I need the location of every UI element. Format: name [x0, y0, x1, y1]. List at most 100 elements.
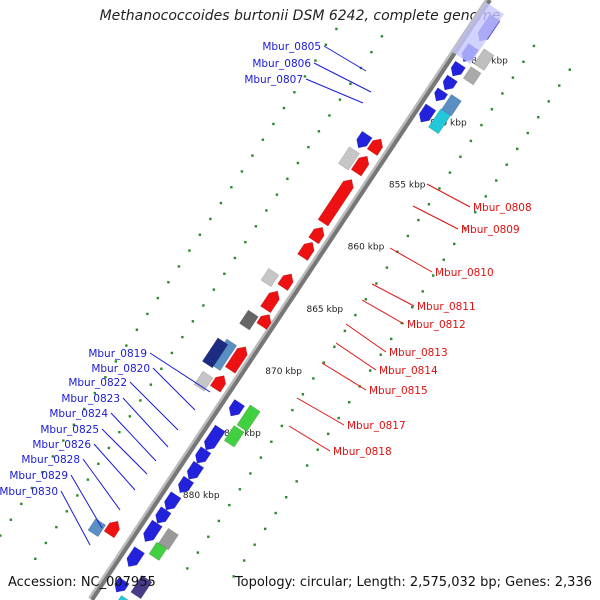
gene-shape — [155, 506, 172, 524]
gene-shape — [350, 155, 370, 177]
tick-dot-ring-3 — [338, 98, 342, 101]
left-gene-label: Mbur_0822 — [68, 377, 127, 389]
right-gene-leader-line — [335, 342, 377, 371]
gene-shape — [256, 314, 272, 330]
tick-dot-ring-3 — [349, 82, 352, 86]
tick-dot-ring-3 — [44, 541, 48, 545]
gene-block-38 — [148, 541, 168, 561]
left-gene-label: Mbur_0823 — [61, 393, 120, 405]
kbp-tick-label: 880 kbp — [183, 491, 220, 501]
tick-dot-ring-3 — [107, 446, 111, 450]
gene-block-8 — [434, 87, 449, 102]
tick-dot-ring-2 — [196, 551, 200, 554]
gene-block-27 — [193, 370, 214, 392]
gene-shape — [441, 93, 462, 117]
gene-block-5 — [450, 60, 466, 77]
tick-dot-ring-4 — [167, 281, 170, 284]
tick-dot-ring-2 — [490, 108, 494, 111]
right-gene-label: Mbur_0813 — [389, 347, 448, 359]
tick-dot-ring-1 — [326, 432, 330, 436]
gene-shape — [203, 424, 226, 451]
right-gene-leader-line — [389, 247, 433, 273]
gene-shape — [209, 375, 227, 393]
tick-dot-ring-4 — [314, 59, 317, 62]
left-gene-leader-line — [60, 490, 91, 546]
gene-block-26 — [209, 375, 227, 393]
right-gene-label: Mbur_0810 — [435, 267, 494, 279]
gene-block-45 — [116, 595, 132, 600]
gene-shape — [193, 370, 214, 392]
tick-dot-ring-4 — [20, 502, 23, 506]
tick-dot-ring-1 — [242, 559, 246, 562]
tick-dot-ring-2 — [375, 282, 378, 285]
tick-dot-ring-1 — [253, 543, 256, 546]
gene-block-10 — [418, 103, 437, 123]
tick-dot-ring-3 — [254, 225, 258, 228]
tick-dot-ring-1 — [295, 480, 298, 483]
tick-dot-ring-2 — [438, 187, 441, 190]
gene-shape — [450, 60, 466, 77]
tick-dot-ring-2 — [469, 139, 473, 143]
left-gene-leader-line — [323, 45, 367, 72]
tick-dot-ring-4 — [324, 43, 328, 46]
gene-block-11 — [366, 138, 384, 156]
gene-block-16 — [308, 226, 325, 245]
gene-block-44 — [114, 576, 130, 593]
right-gene-leader-line — [288, 425, 331, 452]
tick-dot-ring-1 — [337, 416, 340, 420]
tick-dot-ring-2 — [480, 123, 483, 127]
tick-dot-ring-3 — [65, 510, 69, 513]
gene-shape — [201, 337, 229, 369]
tick-dot-ring-3 — [202, 304, 205, 307]
gene-block-12 — [356, 130, 373, 149]
tick-dot-ring-4 — [156, 296, 160, 300]
tick-dot-ring-3 — [128, 415, 132, 418]
tick-dot-ring-3 — [170, 351, 174, 355]
gene-shape — [434, 87, 449, 102]
tick-dot-ring-1 — [232, 575, 235, 578]
tick-dot-ring-2 — [532, 44, 536, 48]
tick-dot-ring-2 — [301, 393, 305, 396]
gene-shape — [186, 460, 205, 480]
gene-block-40 — [126, 546, 146, 567]
tick-dot-ring-2 — [522, 60, 525, 63]
left-gene-leader-line — [305, 78, 364, 104]
tick-dot-ring-2 — [291, 408, 294, 412]
right-gene-label: Mbur_0812 — [407, 319, 466, 331]
gene-block-23 — [224, 346, 248, 374]
gene-shape — [297, 241, 315, 261]
tick-dot-ring-4 — [51, 455, 55, 458]
gene-shape — [116, 595, 132, 600]
tick-dot-ring-4 — [83, 407, 86, 411]
gene-block-25 — [201, 337, 229, 369]
map-title: Methanococcoides burtonii DSM 6242, comp… — [99, 8, 501, 24]
gene-block-22 — [239, 309, 259, 331]
gene-shape — [114, 576, 130, 593]
tick-dot-ring-1 — [263, 527, 267, 531]
tick-dot-ring-2 — [238, 488, 242, 491]
gene-shape — [462, 66, 482, 86]
left-gene-label: Mbur_0819 — [88, 348, 147, 360]
tick-dot-ring-2 — [343, 329, 347, 333]
right-gene-label: Mbur_0808 — [473, 202, 532, 214]
right-gene-leader-line — [371, 283, 415, 307]
tick-dot-ring-3 — [97, 462, 100, 466]
tick-dot-ring-1 — [453, 242, 456, 246]
gene-block-35 — [164, 491, 182, 511]
tick-dot-ring-4 — [261, 138, 265, 141]
tick-dot-ring-4 — [41, 471, 44, 474]
gene-shape — [317, 179, 354, 227]
tick-dot-ring-4 — [251, 154, 254, 157]
gene-shape — [148, 541, 168, 561]
tick-dot-ring-1 — [411, 306, 414, 309]
gene-shape — [260, 290, 280, 314]
tick-dot-ring-3 — [212, 288, 216, 291]
tick-dot-ring-2 — [385, 266, 389, 269]
tick-dot-ring-4 — [303, 75, 307, 78]
left-gene-leader-line — [313, 62, 372, 93]
tick-dot-ring-1 — [348, 401, 351, 404]
left-gene-label: Mbur_0829 — [9, 470, 68, 482]
tick-dot-ring-3 — [370, 50, 373, 54]
tick-dot-ring-2 — [364, 298, 368, 301]
tick-dot-ring-1 — [316, 448, 319, 451]
